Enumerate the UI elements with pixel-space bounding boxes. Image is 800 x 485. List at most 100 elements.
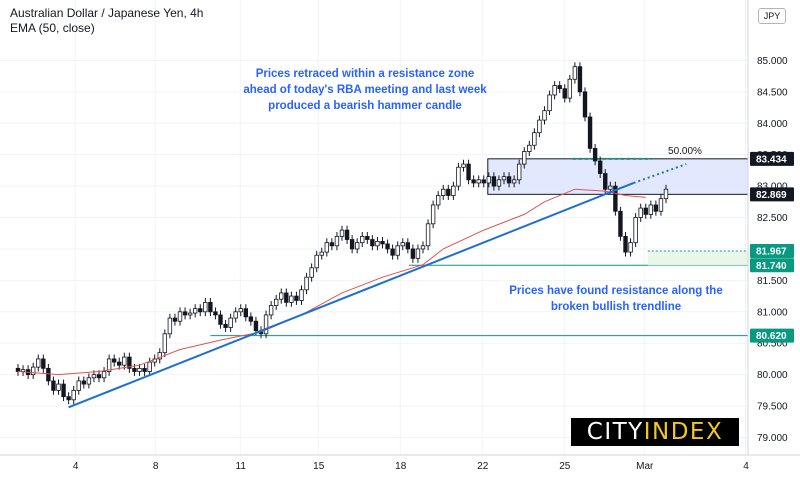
time-tick-label: 25	[559, 461, 571, 472]
candle-body	[66, 396, 71, 401]
candle-body	[304, 276, 309, 291]
time-axis[interactable]: 4 8 11 15 18 22 25 Mar 4	[73, 461, 749, 472]
candle-body	[603, 173, 608, 190]
annotation-mid-line1: Prices have found resistance along the	[509, 285, 723, 297]
candle-body	[223, 323, 228, 328]
price-tick-label: 84.500	[757, 87, 788, 98]
candle-body	[198, 308, 203, 313]
price-tag-box	[750, 187, 794, 202]
candle-body	[582, 91, 588, 118]
grid	[0, 0, 748, 455]
candle-body	[167, 317, 173, 335]
candle-body	[613, 185, 618, 212]
currency-badge[interactable]: JPY	[758, 8, 786, 24]
candle-body	[430, 204, 436, 225]
candle-body	[218, 314, 223, 325]
candle-body	[263, 314, 269, 335]
candle-body	[425, 223, 431, 247]
candle-body	[653, 204, 659, 212]
candle-body	[294, 295, 299, 301]
candle-body	[420, 245, 426, 250]
candle-body	[284, 292, 289, 303]
candle-body	[349, 239, 355, 250]
candle-body	[51, 380, 56, 391]
candle-body	[268, 305, 274, 316]
candle-body	[633, 217, 638, 244]
candle-body	[623, 235, 628, 253]
candle-body	[46, 367, 51, 382]
candle-body	[248, 316, 254, 322]
candle-body	[441, 188, 446, 196]
candle-body	[471, 179, 476, 184]
candle-body	[76, 380, 81, 391]
price-tick-label: 83.000	[757, 182, 788, 193]
support-box	[647, 251, 748, 266]
price-tick-label: 80.500	[757, 339, 788, 350]
candle-body	[86, 377, 92, 385]
ema-line	[17, 188, 646, 376]
candle-body	[309, 267, 314, 278]
candle-body	[587, 116, 593, 149]
price-tag-label: 83.434	[756, 154, 787, 165]
candle-body	[370, 239, 375, 247]
candle-body	[36, 358, 41, 368]
candle-body	[30, 366, 36, 376]
candle-body	[562, 88, 567, 99]
price-tag-box	[750, 244, 794, 259]
price-tick-label: 81.500	[757, 276, 788, 287]
candle-body	[324, 242, 330, 253]
candle-body	[213, 311, 218, 316]
candle-body	[542, 110, 547, 121]
time-tick-label: 4	[743, 461, 749, 472]
trendline[interactable]	[68, 182, 634, 409]
annotation-mid-line2: broken bullish trendline	[550, 301, 682, 313]
annotation-top: Prices retraced within a resistance zone…	[205, 66, 525, 114]
price-tick-label: 84.000	[757, 119, 788, 130]
candle-body	[142, 367, 147, 372]
candle-body	[228, 317, 233, 328]
time-tick-label: 15	[313, 461, 325, 472]
candle-body	[390, 248, 395, 256]
candle-body	[405, 242, 411, 250]
candle-body	[577, 66, 583, 93]
price-tag-label: 80.620	[756, 331, 787, 342]
time-tick-label: Mar	[636, 461, 654, 472]
candle-body	[319, 251, 324, 256]
price-tick-label: 85.000	[757, 56, 788, 67]
price-tag-box	[750, 258, 794, 273]
candle-body	[572, 66, 578, 80]
candle-body	[466, 163, 471, 181]
candle-body	[658, 198, 664, 212]
candle-body	[177, 311, 183, 322]
indicator-label: EMA (50, close)	[10, 21, 95, 35]
candle-body	[511, 179, 517, 184]
candle-body	[339, 229, 345, 237]
candle-body	[233, 311, 238, 319]
candle-body	[618, 210, 623, 237]
candle-body	[243, 308, 249, 318]
candle-body	[106, 358, 112, 372]
candle-body	[597, 160, 603, 174]
candle-body	[20, 369, 26, 372]
candle-body	[238, 308, 243, 313]
candle-body	[15, 367, 21, 372]
candle-body	[253, 320, 259, 332]
candle-body	[203, 301, 208, 313]
candle-body	[410, 248, 416, 259]
candle-body	[380, 241, 385, 245]
candle-body	[314, 254, 319, 269]
candle-body	[481, 179, 486, 184]
annotation-top-line3: produced a bearish hammer candle	[268, 100, 462, 112]
candle-body	[415, 248, 421, 259]
candle-body	[162, 333, 168, 354]
price-tag-label: 82.869	[756, 190, 787, 201]
time-tick-label: 22	[477, 461, 489, 472]
candle-body	[435, 195, 441, 206]
price-tag-label: 81.740	[756, 261, 787, 272]
candle-body	[400, 242, 405, 247]
candle-body	[446, 188, 451, 196]
time-tick-label: 4	[73, 461, 79, 472]
price-axis[interactable]: 79.00079.50080.00080.50081.00081.50082.0…	[757, 56, 788, 444]
annotation-top-line1: Prices retraced within a resistance zone	[255, 68, 475, 80]
